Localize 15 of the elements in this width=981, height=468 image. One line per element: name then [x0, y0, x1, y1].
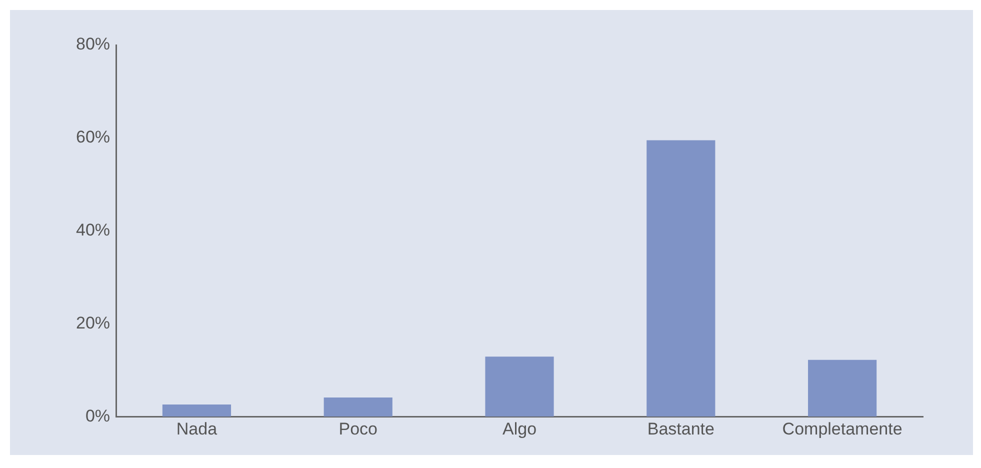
x-tick-label: Completamente	[782, 419, 902, 438]
bar	[485, 356, 554, 417]
y-tick-label: 0%	[85, 406, 110, 426]
y-tick-label: 60%	[76, 128, 110, 147]
x-tick-label: Algo	[502, 419, 537, 438]
y-tick-label: 80%	[76, 34, 110, 54]
bar	[646, 140, 716, 417]
y-tick-label: 40%	[76, 220, 110, 240]
x-tick-label: Nada	[176, 419, 218, 438]
bar	[324, 398, 392, 417]
bar	[162, 404, 232, 417]
x-tick-label: Poco	[338, 419, 378, 438]
bar	[808, 360, 877, 417]
y-tick-label: 20%	[76, 313, 110, 332]
x-tick-label: Bastante	[647, 419, 714, 438]
